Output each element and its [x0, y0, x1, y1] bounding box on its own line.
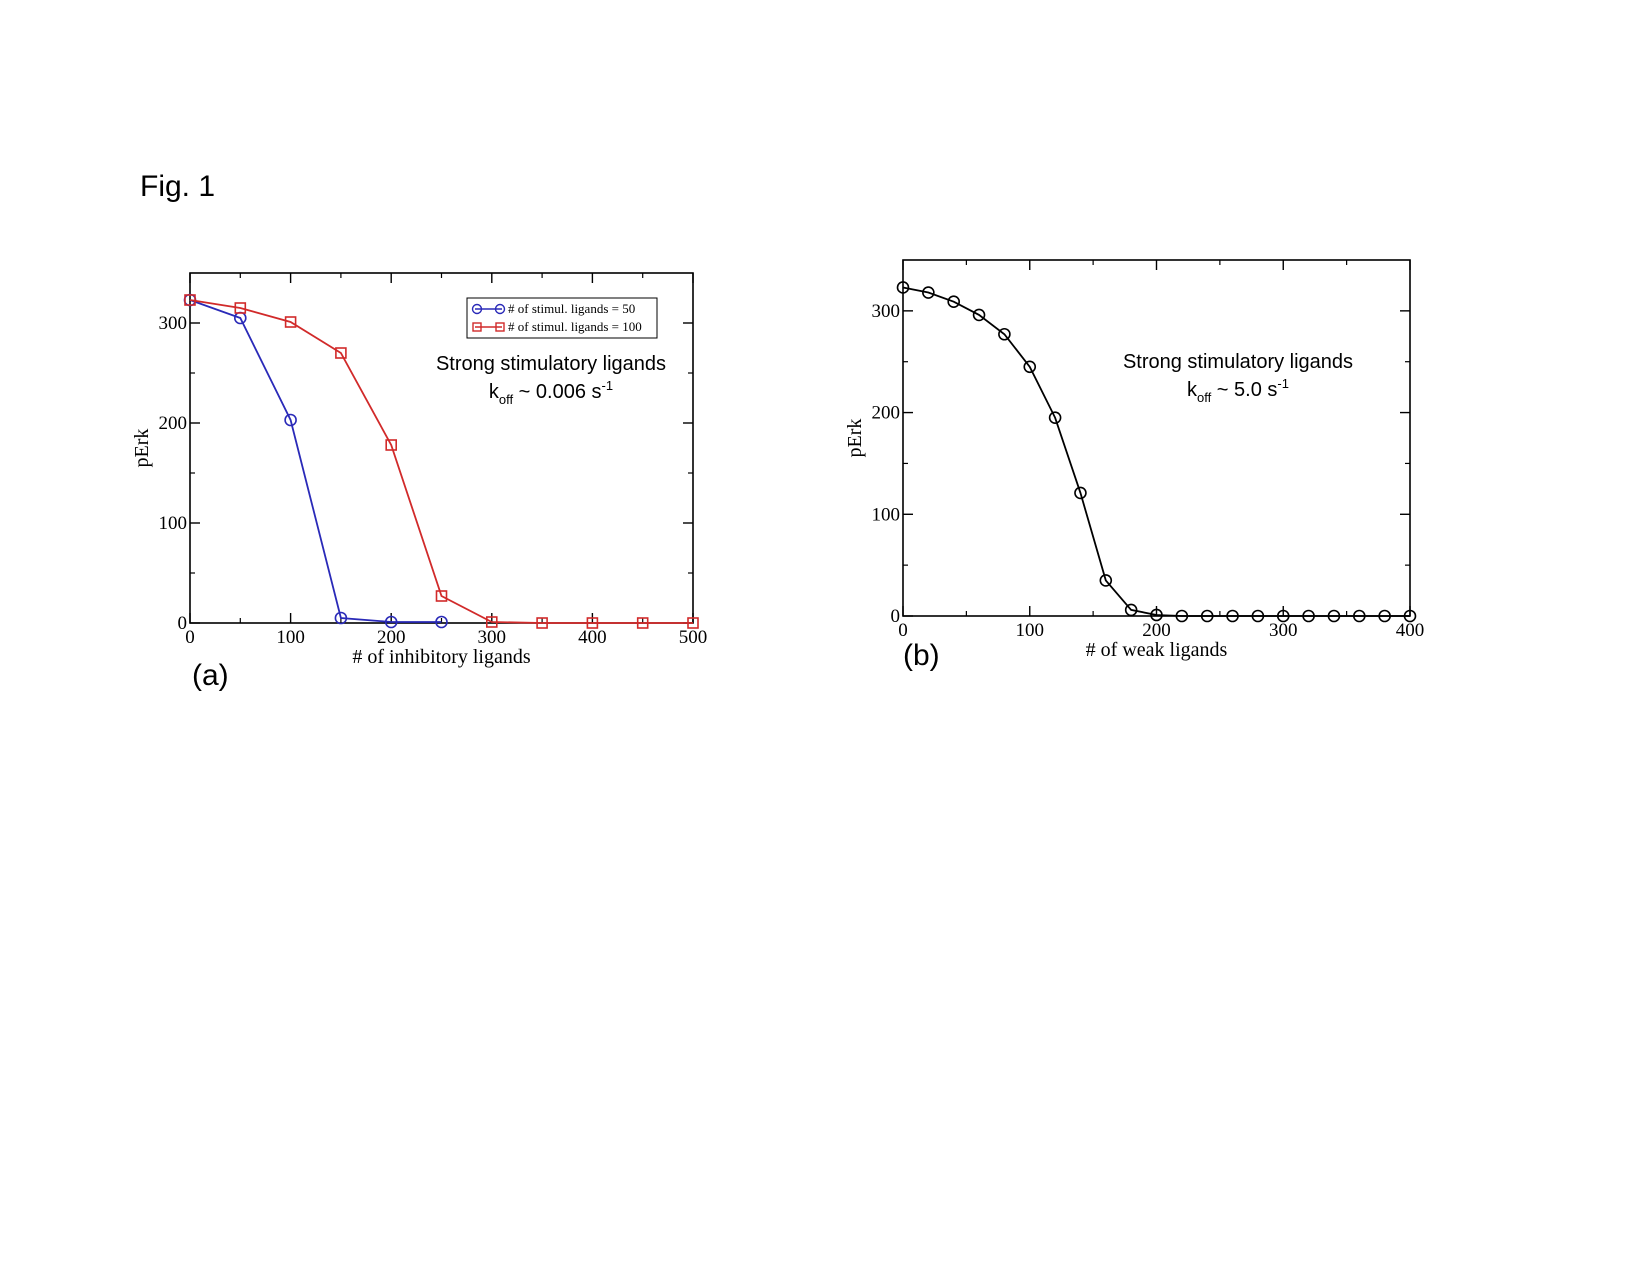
series-2-point — [234, 302, 247, 314]
y-tick-label: 0 — [178, 613, 188, 634]
y-tick-label: 100 — [159, 513, 188, 534]
series-1-point — [1200, 609, 1214, 623]
series-1-point — [284, 413, 297, 427]
series-1-point — [998, 327, 1011, 341]
legend-entry: # of stimul. ligands = 100 — [508, 319, 642, 334]
series-1-point — [947, 295, 961, 309]
annotation-superscript: -1 — [1277, 376, 1289, 391]
series-1-point — [1150, 608, 1163, 622]
series-1-point — [1124, 603, 1138, 617]
annotation-value: ~ 5.0 s — [1211, 379, 1277, 401]
annotation-line1: Strong stimulatory ligands — [436, 353, 666, 375]
x-tick-label: 200 — [1142, 620, 1171, 641]
series-1-point — [384, 615, 398, 629]
series-1-point — [1226, 609, 1239, 623]
series-1-point — [922, 286, 935, 299]
y-tick-label: 300 — [159, 313, 188, 334]
x-axis-label: # of weak ligands — [1086, 639, 1228, 661]
series-1-point — [1353, 609, 1366, 623]
series-1-line — [902, 286, 1410, 617]
y-tick-label: 300 — [872, 301, 901, 322]
annotation-k-subscript: off — [499, 392, 514, 407]
legend-marker — [471, 303, 483, 315]
series-1-point — [896, 281, 910, 294]
series-1-point — [1175, 609, 1189, 623]
x-tick-label: 400 — [1396, 620, 1425, 641]
panel-label: (a) — [192, 659, 229, 692]
annotation-k: k — [1187, 379, 1198, 401]
figure-title: Fig. 1 — [140, 170, 215, 203]
annotation-line2: koff ~ 5.0 s-1 — [1187, 376, 1289, 405]
series-2-line — [189, 299, 693, 624]
annotation-line1: Strong stimulatory ligands — [1123, 351, 1353, 373]
y-axis-label: pErk — [131, 429, 153, 468]
annotation-k-subscript: off — [1197, 390, 1212, 405]
series-2-point — [536, 617, 548, 629]
series-2-point — [435, 590, 448, 602]
series-1-point — [1023, 360, 1037, 374]
y-tick-label: 200 — [872, 403, 901, 424]
series-2-point — [485, 616, 498, 628]
series-1-point — [1251, 609, 1265, 623]
x-tick-label: 100 — [276, 627, 305, 648]
x-tick-label: 300 — [478, 627, 507, 648]
panel-label: (b) — [903, 639, 940, 672]
series-1-point — [1327, 609, 1341, 623]
x-axis-label: # of inhibitory ligands — [352, 646, 531, 668]
series-1-point — [435, 615, 448, 629]
series-1-point — [1403, 609, 1417, 623]
series-2-point — [636, 617, 649, 629]
x-tick-label: 400 — [578, 627, 607, 648]
series-1-point — [1302, 609, 1315, 623]
series-1-line — [189, 299, 442, 623]
x-tick-label: 0 — [185, 627, 195, 648]
legend-marker — [494, 303, 506, 315]
x-tick-label: 500 — [679, 627, 708, 648]
plot-frame — [902, 259, 1411, 617]
series-1-point — [1378, 609, 1391, 623]
series-1-point — [1048, 411, 1062, 424]
x-tick-label: 200 — [377, 627, 406, 648]
annotation-line2: koff ~ 0.006 s-1 — [489, 378, 613, 407]
series-2-point — [687, 617, 699, 629]
legend-marker — [472, 322, 482, 332]
series-1-point — [1099, 574, 1113, 587]
series-2-point — [586, 617, 599, 629]
y-axis-label: pErk — [844, 419, 866, 458]
series-2-point — [184, 294, 196, 306]
series-2-point — [385, 439, 398, 451]
series-1-point — [972, 308, 986, 322]
y-tick-label: 200 — [159, 413, 188, 434]
annotation-value: ~ 0.006 s — [513, 381, 601, 403]
series-1-point — [334, 611, 348, 625]
annotation-superscript: -1 — [602, 378, 614, 393]
series-1-point — [1074, 486, 1087, 500]
chart-b: 0 100 200 300 400 0 100 200 300 # of weak ligands… — [844, 259, 1425, 672]
x-tick-label: 0 — [898, 620, 908, 641]
x-tick-label: 300 — [1269, 620, 1298, 641]
series-2-point — [335, 347, 347, 359]
y-tick-label: 100 — [872, 504, 901, 525]
y-tick-label: 0 — [891, 606, 901, 627]
legend-entry: # of stimul. ligands = 50 — [508, 301, 635, 316]
legend-marker — [495, 322, 505, 332]
series-2-point — [284, 316, 297, 328]
series-1-point — [1276, 609, 1290, 623]
x-tick-label: 100 — [1016, 620, 1045, 641]
annotation-k: k — [489, 381, 500, 403]
